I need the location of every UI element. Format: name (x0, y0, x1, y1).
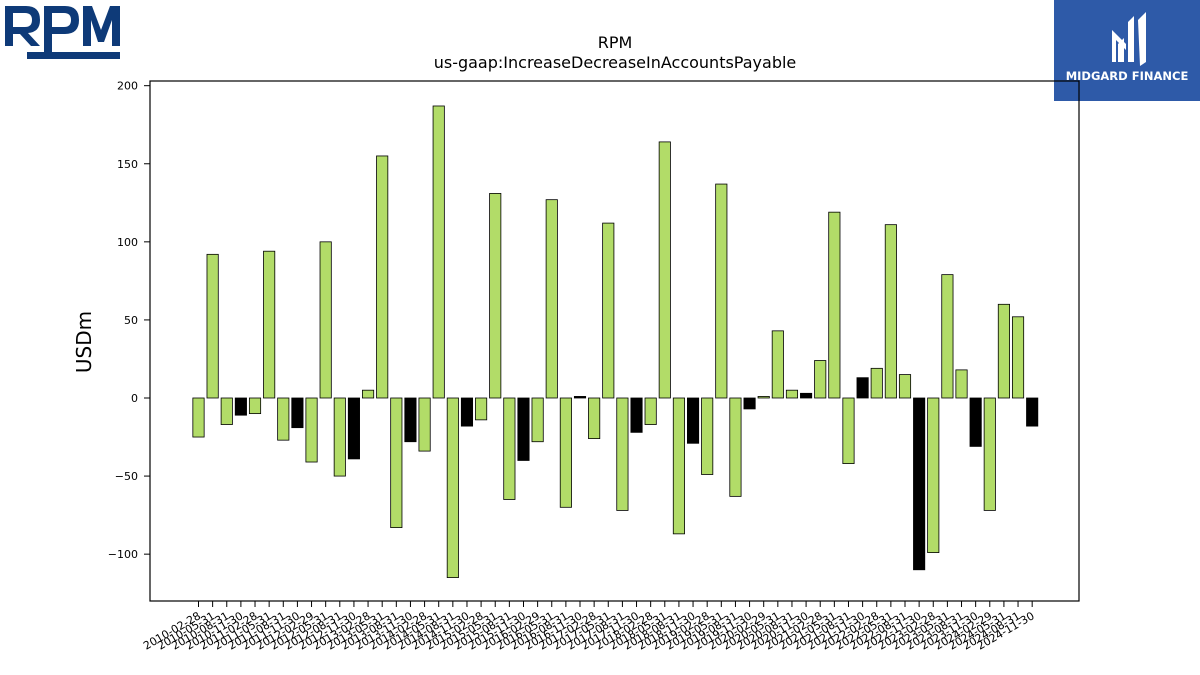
y-axis: −100 −50 0 50 100 150 200 (108, 80, 150, 561)
y-tick-label: 50 (124, 314, 138, 327)
bar (729, 397, 742, 497)
midgard-emblem-icon (1112, 12, 1146, 66)
bar (573, 396, 587, 399)
brand-name: MIDGARD FINANCE (1065, 69, 1189, 83)
bar (531, 397, 544, 443)
bar (630, 397, 643, 433)
bar (701, 397, 714, 475)
bar (715, 183, 728, 399)
bar (206, 253, 219, 399)
y-tick-label: −100 (108, 548, 138, 561)
bar (913, 397, 926, 571)
bar (277, 397, 290, 441)
bar (545, 199, 558, 399)
bar (418, 397, 431, 452)
bar (672, 397, 685, 535)
bar (658, 141, 671, 399)
y-tick-label: 200 (117, 80, 138, 93)
bar (220, 397, 233, 425)
bar (517, 397, 530, 461)
bar (884, 224, 897, 399)
bar (404, 397, 417, 443)
bar (503, 397, 516, 500)
bar (616, 397, 629, 511)
y-axis-label: USDm (72, 311, 96, 373)
bar (319, 241, 332, 399)
bar (263, 250, 276, 399)
bar (460, 397, 474, 427)
rpm-logo (5, 6, 120, 59)
bar (814, 360, 827, 399)
bar (1011, 316, 1025, 399)
bar (955, 369, 968, 399)
bar (333, 397, 346, 477)
bar (1026, 397, 1039, 427)
bar (390, 397, 403, 529)
bar (559, 397, 572, 508)
bar (432, 105, 445, 399)
bar (347, 397, 360, 460)
bar (983, 397, 996, 511)
y-tick-label: −50 (115, 470, 138, 483)
bars (192, 105, 1039, 578)
chart-title: RPM (598, 33, 633, 52)
bar (785, 389, 799, 399)
midgard-finance-logo: MIDGARD FINANCE (1054, 0, 1200, 101)
bar (997, 303, 1010, 399)
bar (687, 397, 700, 444)
bar (927, 397, 940, 553)
bar (743, 397, 756, 410)
bar (870, 367, 883, 399)
bar (291, 397, 304, 429)
y-tick-label: 0 (131, 392, 138, 405)
x-axis: 2010-02-282010-05-312010-08-312010-11-30… (141, 601, 1037, 653)
bar (941, 274, 954, 399)
bar (446, 397, 459, 578)
bar (842, 397, 855, 464)
bar (475, 397, 488, 421)
chart-subtitle: us-gaap:IncreaseDecreaseInAccountsPayabl… (434, 53, 797, 72)
bar (588, 397, 601, 439)
y-tick-label: 150 (117, 158, 138, 171)
bar (828, 211, 841, 399)
bar (234, 397, 247, 416)
bar (969, 397, 982, 447)
bar (602, 222, 615, 399)
bar (192, 397, 205, 438)
bar (800, 392, 813, 399)
y-tick-label: 100 (117, 236, 138, 249)
bar (856, 377, 869, 399)
bar (376, 155, 389, 399)
bar (248, 397, 262, 415)
bar (757, 396, 770, 399)
bar (305, 397, 318, 463)
bar (362, 389, 375, 399)
plot-frame (149, 80, 1080, 602)
bar (489, 193, 502, 399)
bar (898, 374, 912, 399)
bar (771, 330, 784, 399)
bar (644, 397, 657, 425)
